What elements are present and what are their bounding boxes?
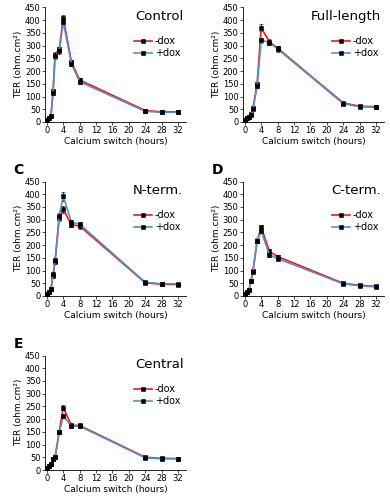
Y-axis label: TER (ohm.cm²): TER (ohm.cm²) bbox=[14, 379, 23, 446]
Text: N-term.: N-term. bbox=[133, 184, 183, 197]
Legend: -dox, +dox: -dox, +dox bbox=[133, 384, 181, 407]
Legend: -dox, +dox: -dox, +dox bbox=[332, 210, 379, 233]
X-axis label: Calcium switch (hours): Calcium switch (hours) bbox=[64, 484, 167, 494]
Text: E: E bbox=[14, 337, 23, 351]
Y-axis label: TER (ohm.cm²): TER (ohm.cm²) bbox=[212, 205, 222, 272]
Y-axis label: TER (ohm.cm²): TER (ohm.cm²) bbox=[14, 205, 23, 272]
X-axis label: Calcium switch (hours): Calcium switch (hours) bbox=[64, 136, 167, 145]
Text: B: B bbox=[212, 0, 222, 3]
X-axis label: Calcium switch (hours): Calcium switch (hours) bbox=[262, 310, 365, 320]
Text: Central: Central bbox=[135, 358, 183, 371]
Text: A: A bbox=[14, 0, 25, 3]
X-axis label: Calcium switch (hours): Calcium switch (hours) bbox=[262, 136, 365, 145]
Y-axis label: TER (ohm.cm²): TER (ohm.cm²) bbox=[14, 31, 23, 98]
Text: C: C bbox=[14, 163, 24, 177]
Y-axis label: TER (ohm.cm²): TER (ohm.cm²) bbox=[212, 31, 222, 98]
Legend: -dox, +dox: -dox, +dox bbox=[332, 36, 379, 59]
Text: D: D bbox=[212, 163, 223, 177]
Legend: -dox, +dox: -dox, +dox bbox=[133, 36, 181, 59]
X-axis label: Calcium switch (hours): Calcium switch (hours) bbox=[64, 310, 167, 320]
Legend: -dox, +dox: -dox, +dox bbox=[133, 210, 181, 233]
Text: Control: Control bbox=[135, 10, 183, 23]
Text: Full-length: Full-length bbox=[311, 10, 381, 23]
Text: C-term.: C-term. bbox=[332, 184, 381, 197]
